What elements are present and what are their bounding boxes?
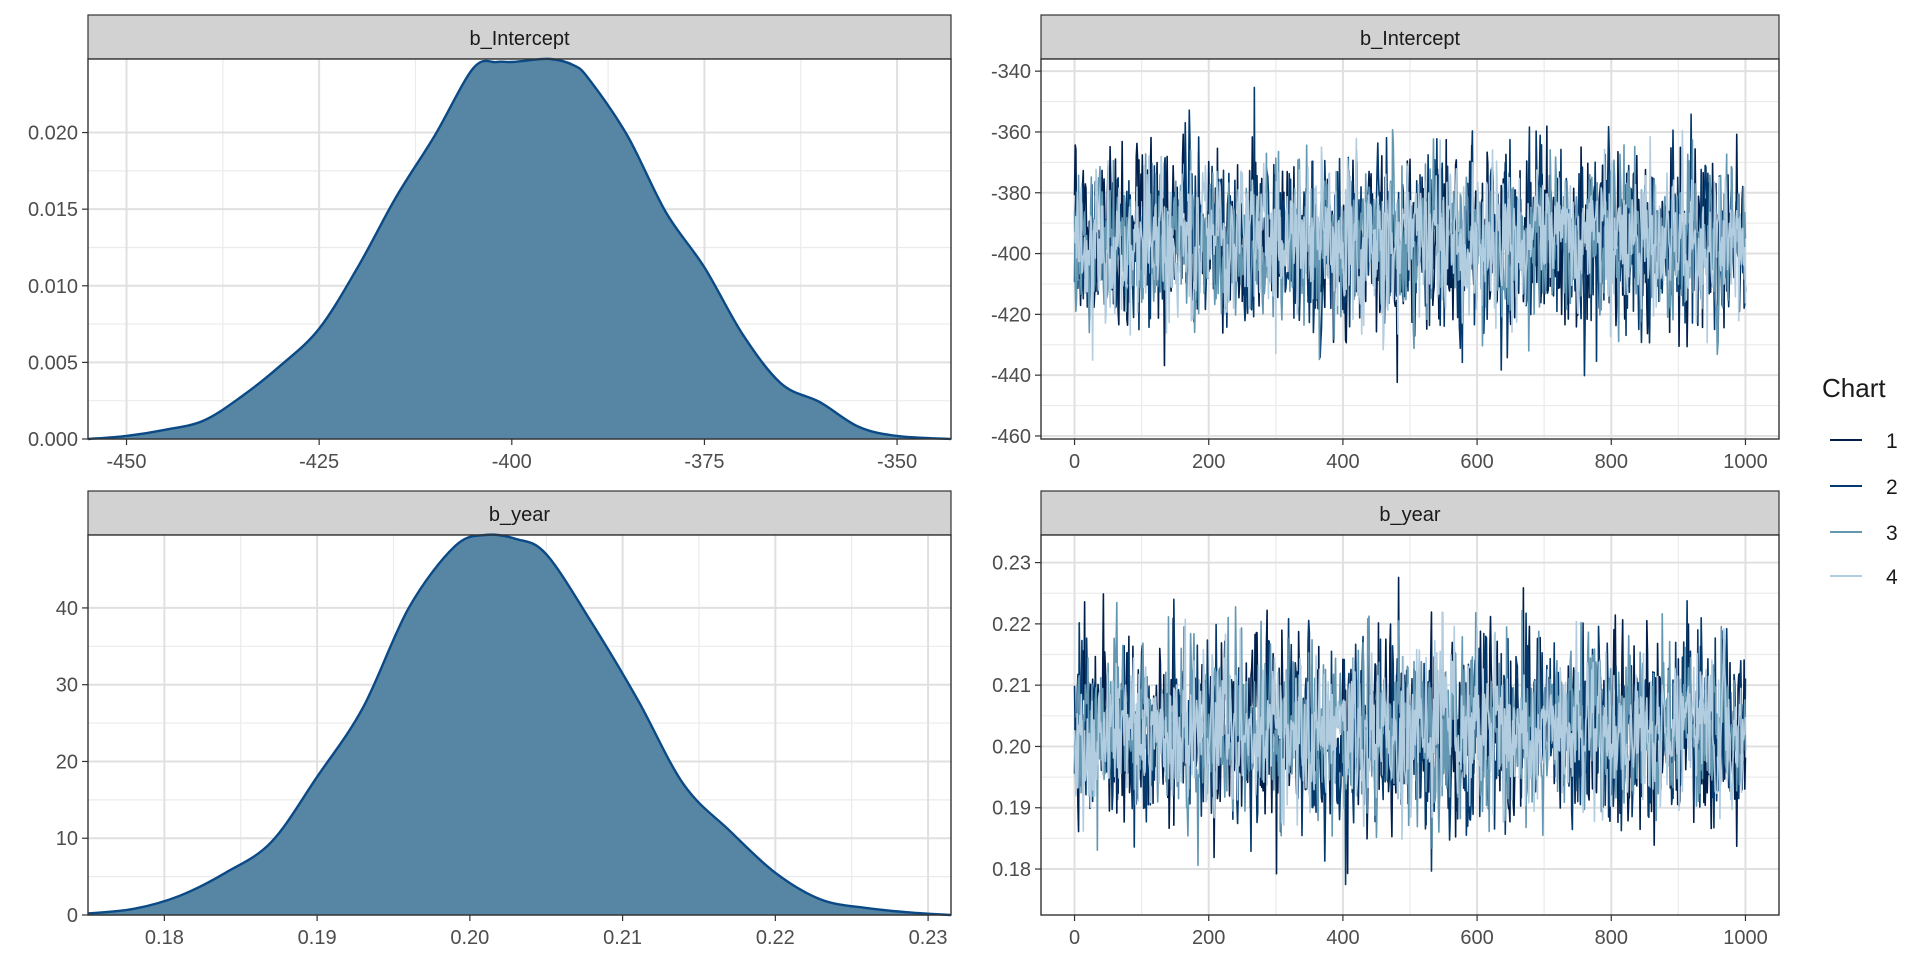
y-tick-label: 0.005 <box>28 352 78 374</box>
x-tick-label: 1000 <box>1723 927 1768 949</box>
density-panel-intercept: b_Intercept -450 -425 -400 -375 -350 0.000 0.0… <box>28 14 952 473</box>
strip-label: b_year <box>489 504 550 526</box>
legend-item-4: 4 <box>1830 566 1898 589</box>
y-tick-label: 10 <box>56 828 78 850</box>
x-tick-label: 0.21 <box>603 927 642 949</box>
x-tick-label: 1000 <box>1723 451 1768 473</box>
chain-4-trace <box>1073 611 1747 840</box>
x-tick-label: 800 <box>1595 451 1628 473</box>
legend-label: 1 <box>1886 430 1898 453</box>
panel-border <box>1040 534 1780 916</box>
x-tick-label: 400 <box>1326 927 1359 949</box>
trace-lines <box>1073 86 1747 384</box>
y-tick-label: 40 <box>56 598 78 620</box>
trace-panel-year: b_year 0 200 400 600 800 1000 0.18 0.19 0.20 0.21… <box>992 490 1780 949</box>
strip-background <box>87 14 952 60</box>
x-tick-label: 0 <box>1069 451 1080 473</box>
x-tick-label: 0.18 <box>145 927 184 949</box>
legend-item-2: 2 <box>1830 476 1898 499</box>
y-tick-label: 0 <box>67 905 78 927</box>
panel-border <box>1040 58 1780 440</box>
x-tick-label: -425 <box>299 451 339 473</box>
strip-label: b_Intercept <box>1360 28 1461 50</box>
y-tick-label: 0.000 <box>28 429 78 451</box>
y-tick-label: 30 <box>56 675 78 697</box>
y-tick-label: 0.22 <box>992 614 1031 636</box>
legend: Chart 1 2 3 4 <box>1822 373 1898 589</box>
x-tick-label: 0.19 <box>298 927 337 949</box>
x-tick-label: 0.20 <box>450 927 489 949</box>
y-tick-label: 20 <box>56 751 78 773</box>
y-tick-label: 0.020 <box>28 123 78 145</box>
x-tick-label: 200 <box>1192 927 1225 949</box>
x-tick-label: -375 <box>684 451 724 473</box>
density-outline <box>87 57 952 441</box>
plot-area: 0 200 400 600 800 1000 -460 -440 -420 -400 -380 -36… <box>991 58 1780 473</box>
x-tick-label: -350 <box>877 451 917 473</box>
x-tick-label: 600 <box>1460 927 1493 949</box>
y-tick-label: 0.18 <box>992 859 1031 881</box>
x-tick-label: 0.22 <box>756 927 795 949</box>
legend-title: Chart <box>1822 373 1886 403</box>
density-area <box>88 58 951 440</box>
strip-label: b_Intercept <box>469 28 570 50</box>
legend-label: 3 <box>1886 522 1898 545</box>
panel-border <box>87 534 952 916</box>
legend-item-3: 3 <box>1830 522 1898 545</box>
y-tick-label: -440 <box>991 365 1031 387</box>
y-tick-label: 0.20 <box>992 736 1031 758</box>
density-area <box>88 534 951 915</box>
y-tick-label: 0.015 <box>28 199 78 221</box>
y-tick-label: 0.19 <box>992 798 1031 820</box>
y-tick-label: -340 <box>991 61 1031 83</box>
chain-4-trace <box>1073 129 1747 361</box>
strip-background <box>1040 14 1780 60</box>
strip-background <box>1040 490 1780 536</box>
legend-label: 4 <box>1886 566 1898 589</box>
y-tick-label: 0.010 <box>28 276 78 298</box>
x-tick-label: 600 <box>1460 451 1493 473</box>
legend-label: 2 <box>1886 476 1898 499</box>
y-tick-label: -460 <box>991 426 1031 448</box>
y-tick-label: -400 <box>991 244 1031 266</box>
y-tick-label: -380 <box>991 183 1031 205</box>
strip-label: b_year <box>1379 504 1440 526</box>
y-tick-label: 0.21 <box>992 675 1031 697</box>
x-tick-label: 0 <box>1069 927 1080 949</box>
x-tick-label: 0.23 <box>909 927 948 949</box>
x-tick-label: -400 <box>492 451 532 473</box>
strip-background <box>87 490 952 536</box>
plot-area: 0 200 400 600 800 1000 0.18 0.19 0.20 0.21 0.22 0.2… <box>992 534 1780 949</box>
plot-area: -450 -425 -400 -375 -350 0.000 0.005 0.010 0.015… <box>28 57 952 473</box>
legend-item-1: 1 <box>1830 430 1898 453</box>
plot-area: 0.18 0.19 0.20 0.21 0.22 0.23 0 10 20 30 40 <box>56 533 952 949</box>
y-tick-label: -360 <box>991 122 1031 144</box>
y-tick-label: 0.23 <box>992 553 1031 575</box>
y-tick-label: -420 <box>991 304 1031 326</box>
x-tick-label: 800 <box>1595 927 1628 949</box>
panel-border <box>87 58 952 440</box>
x-tick-label: -450 <box>107 451 147 473</box>
trace-panel-intercept: b_Intercept 0 200 400 600 800 1000 -460 -440 -42… <box>991 14 1780 473</box>
trace-lines <box>1073 576 1747 886</box>
x-tick-label: 200 <box>1192 451 1225 473</box>
density-panel-year: b_year 0.18 0.19 0.20 0.21 0.22 0.23 0 10 20 30 40 <box>56 490 952 949</box>
x-tick-label: 400 <box>1326 451 1359 473</box>
density-outline <box>87 533 952 917</box>
